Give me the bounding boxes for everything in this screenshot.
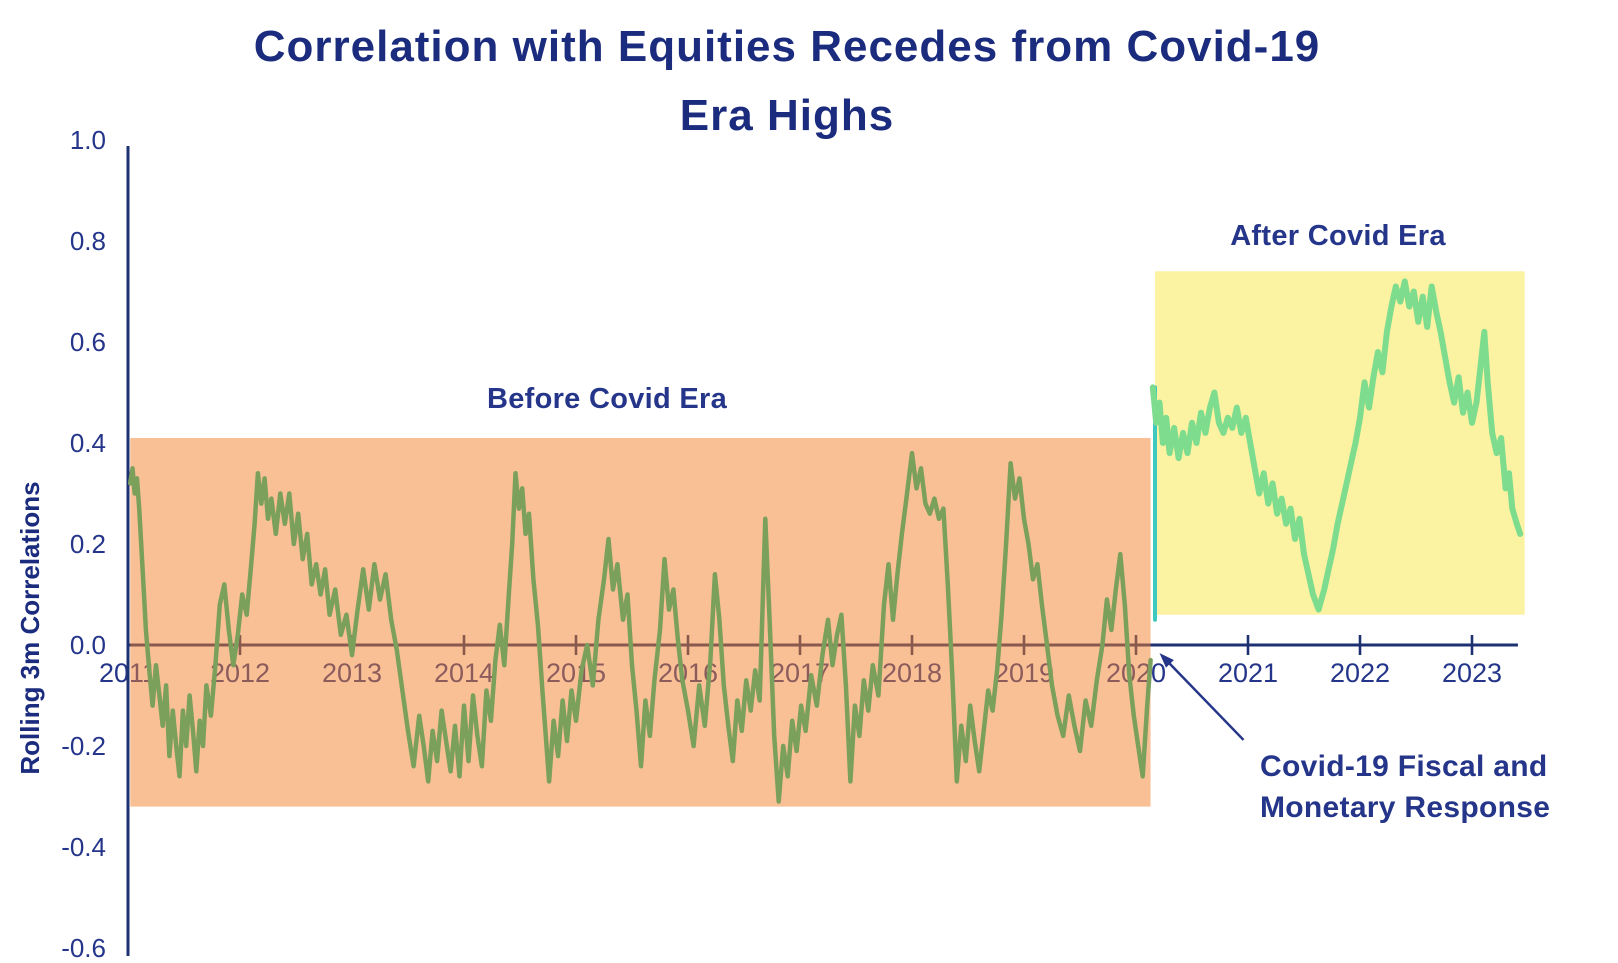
y-tick-label: -0.2 <box>61 731 106 761</box>
y-tick-label: 0.2 <box>69 529 106 559</box>
chart-title-line1: Correlation with Equities Recedes from C… <box>253 22 1321 71</box>
after-covid-era-label: After Covid Era <box>1230 220 1446 252</box>
y-tick-label: 0.4 <box>69 428 106 458</box>
series-after-covid-line <box>1149 278 1524 613</box>
before-covid-era-label: Before Covid Era <box>486 383 728 415</box>
x-tick-label: 2022 <box>1330 658 1390 688</box>
y-tick-label: -0.4 <box>61 832 106 862</box>
annotation-arrowhead <box>1159 653 1174 668</box>
covid-response-annotation-line1: Covid-19 Fiscal and <box>1260 750 1548 783</box>
annotation-arrow-line <box>1164 657 1245 741</box>
after-covid-era-band <box>1155 271 1525 615</box>
covid-response-annotation: Covid-19 Fiscal and Monetary Response <box>1260 746 1550 828</box>
series-before-covid-line <box>127 450 1153 804</box>
chart-title: Correlation with Equities Recedes from C… <box>0 12 1574 150</box>
x-tick-label: 2023 <box>1442 658 1502 688</box>
y-tick-label: -0.6 <box>61 933 106 963</box>
y-tick-label: 1.0 <box>69 125 106 155</box>
y-tick-label: 0.8 <box>69 226 106 256</box>
x-tick-label: 2021 <box>1218 658 1278 688</box>
y-tick-label: 0.6 <box>69 327 106 357</box>
chart-title-line2: Era Highs <box>679 91 895 140</box>
y-tick-label: 0.0 <box>69 630 106 660</box>
covid-response-annotation-line2: Monetary Response <box>1260 791 1551 824</box>
